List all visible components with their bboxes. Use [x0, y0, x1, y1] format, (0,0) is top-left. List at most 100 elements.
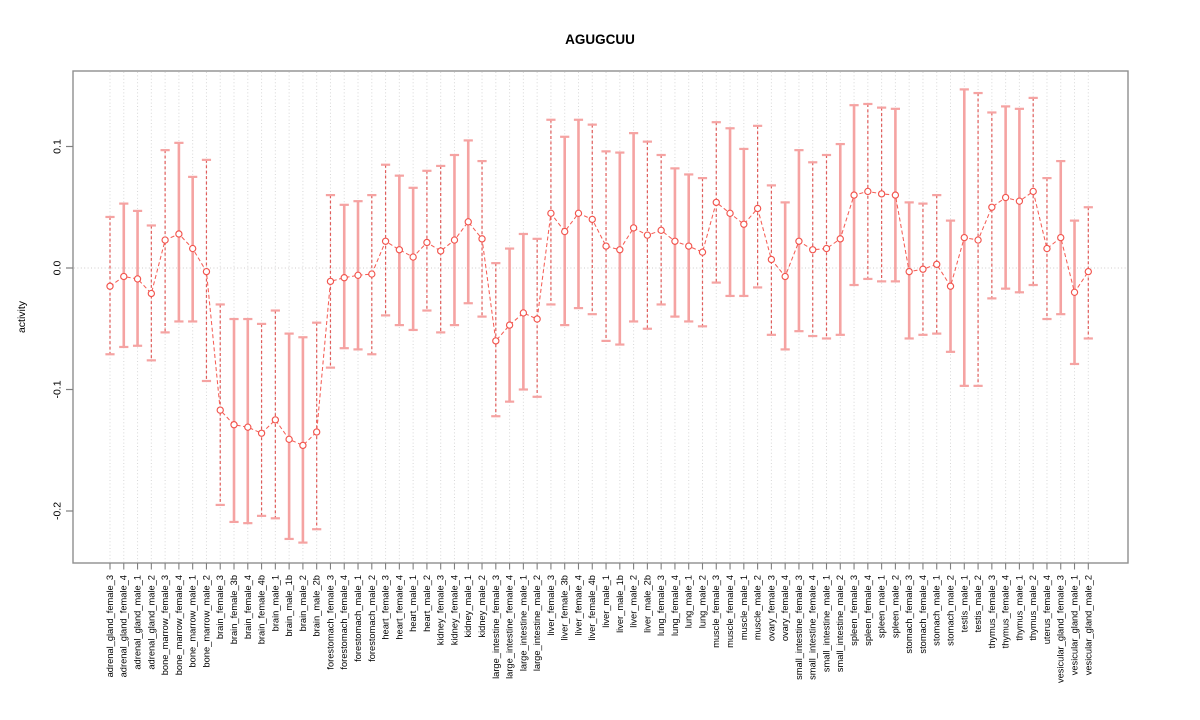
data-point — [395, 246, 404, 254]
y-tick-label: 0.1 — [52, 139, 64, 154]
x-tick-label: muscle_female_4 — [725, 575, 735, 648]
data-point — [161, 236, 169, 244]
x-tick-label: large_intestine_female_4 — [505, 575, 515, 679]
data-point — [561, 227, 569, 236]
x-tick-label: uterus_female_4 — [1042, 575, 1052, 644]
x-tick-label: thymus_male_2 — [1028, 575, 1038, 641]
x-tick-label: testis_male_2 — [973, 575, 983, 632]
data-point — [202, 267, 211, 276]
x-tick-label: adrenal_gland_female_3 — [105, 575, 115, 677]
x-tick-label: bone_marrow_male_1 — [188, 575, 198, 668]
data-point — [877, 190, 886, 198]
x-tick-label: small_intestine_male_2 — [835, 575, 845, 672]
data-point — [547, 209, 555, 217]
data-point — [657, 226, 665, 235]
data-point — [712, 198, 720, 207]
x-tick-label: muscle_female_3 — [711, 575, 721, 648]
data-point — [464, 218, 472, 226]
data-point — [602, 242, 610, 250]
x-tick-label: heart_male_2 — [422, 575, 432, 632]
data-point — [478, 235, 486, 243]
x-tick-label: lung_female_3 — [656, 575, 666, 636]
x-tick-label: brain_male_2b — [312, 575, 322, 637]
data-point — [740, 220, 748, 228]
data-point — [147, 289, 156, 298]
plot-border — [72, 70, 1129, 564]
data-point — [188, 244, 197, 253]
x-tick-label: spleen_female_4 — [863, 575, 873, 646]
data-point — [354, 271, 362, 279]
data-point — [753, 204, 762, 213]
data-point — [450, 236, 459, 244]
x-tick-label: brain_male_1b — [284, 575, 294, 637]
x-tick-label: liver_female_3b — [560, 575, 570, 641]
x-tick-label: thymus_male_1 — [1014, 575, 1024, 641]
x-tick-label: small_intestine_female_4 — [808, 575, 818, 680]
x-tick-label: stomach_male_1 — [932, 575, 942, 646]
x-tick-label: spleen_male_1 — [877, 575, 887, 638]
x-tick-label: liver_male_1b — [615, 575, 625, 633]
data-point — [519, 309, 528, 317]
data-point — [616, 246, 624, 254]
data-point — [891, 191, 900, 199]
x-tick-label: liver_female_3 — [546, 575, 556, 635]
x-tick-label: liver_female_4b — [587, 575, 597, 641]
x-tick-label: bone_marrow_male_2 — [201, 575, 211, 668]
data-point — [133, 275, 142, 283]
data-point — [809, 246, 817, 254]
x-tick-label: stomach_female_4 — [918, 575, 928, 654]
data-point — [1057, 233, 1065, 242]
data-point — [326, 277, 335, 286]
x-tick-label: bone_marrow_female_4 — [174, 575, 184, 675]
x-tick-label: small_intestine_male_1 — [821, 575, 831, 672]
y-tick-label: -0.2 — [52, 502, 64, 520]
data-point — [974, 236, 982, 244]
x-tick-label: vesicular_gland_female_3 — [1056, 575, 1066, 683]
data-point — [230, 421, 238, 429]
x-tick-label: ovary_female_4 — [780, 575, 790, 641]
x-tick-label: brain_female_3 — [215, 575, 225, 639]
x-tick-label: lung_male_2 — [697, 575, 707, 628]
data-point — [1070, 288, 1079, 296]
x-tick-label: large_intestine_male_1 — [518, 575, 528, 671]
y-tick-label: -0.1 — [52, 380, 64, 398]
x-tick-label: kidney_male_2 — [477, 575, 487, 638]
data-point — [767, 255, 776, 264]
x-tick-label: thymus_female_3 — [987, 575, 997, 648]
x-tick-label: kidney_female_4 — [449, 575, 459, 645]
chart-title: AGUGCUU — [565, 32, 635, 47]
data-point — [905, 267, 913, 276]
x-tick-label: forestomach_male_2 — [367, 575, 377, 662]
x-tick-label: testis_male_1 — [959, 575, 969, 632]
data-point — [340, 274, 348, 282]
x-tick-label: ovary_female_3 — [766, 575, 776, 641]
x-tick-label: liver_male_1 — [601, 575, 611, 628]
y-tick-label: 0.0 — [52, 261, 64, 276]
data-point — [919, 265, 927, 273]
y-axis-title: activity — [16, 300, 28, 333]
data-point — [271, 416, 280, 424]
x-tick-label: stomach_female_3 — [904, 575, 914, 654]
data-point — [1015, 197, 1024, 205]
data-point — [960, 233, 968, 242]
x-tick-label: brain_female_4b — [257, 575, 267, 644]
data-point — [285, 435, 293, 443]
x-tick-label: spleen_female_3 — [849, 575, 859, 646]
x-tick-label: thymus_female_4 — [1001, 575, 1011, 648]
data-point — [257, 429, 266, 437]
data-point — [1001, 193, 1010, 202]
data-point — [795, 237, 803, 245]
x-tick-label: kidney_female_3 — [436, 575, 446, 645]
x-tick-label: vesicular_gland_male_1 — [1069, 575, 1079, 675]
data-point — [216, 406, 224, 414]
x-tick-label: large_intestine_female_3 — [491, 575, 501, 679]
data-point — [864, 187, 872, 196]
data-point — [685, 242, 693, 250]
data-point — [588, 215, 596, 224]
data-point — [1084, 267, 1092, 276]
x-tick-label: liver_female_4 — [573, 575, 583, 635]
x-tick-label: forestomach_female_3 — [325, 575, 335, 670]
data-point — [643, 231, 652, 239]
data-point — [946, 282, 955, 290]
